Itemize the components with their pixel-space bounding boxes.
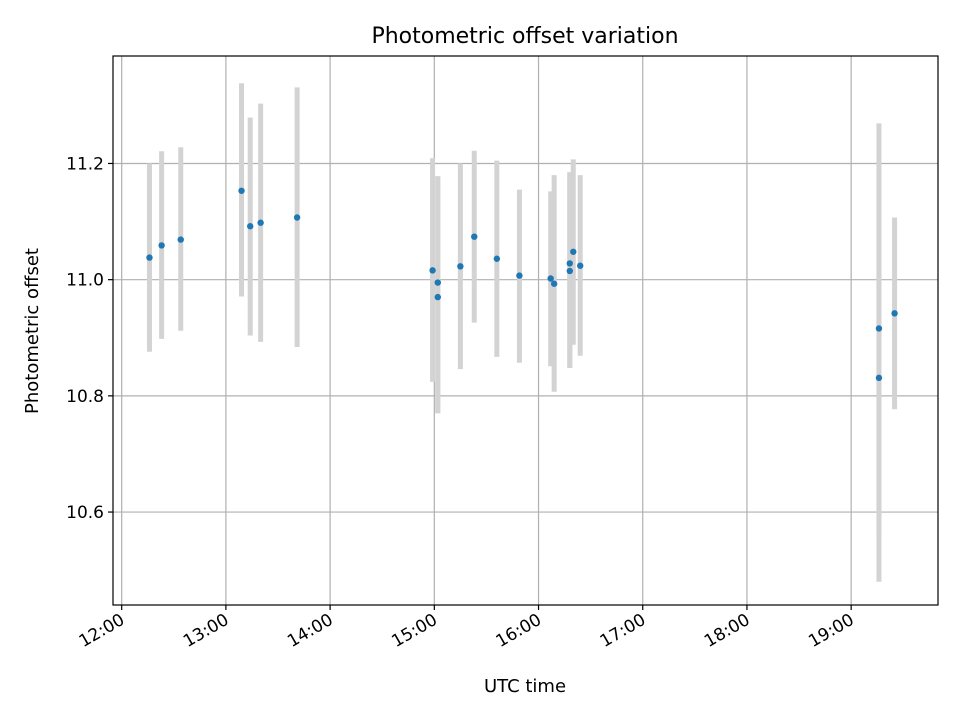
data-point [429,267,436,274]
data-point [566,267,573,275]
y-tick-label: 10.6 [66,503,104,523]
data-point [516,272,523,279]
data-point [434,293,441,301]
data-point [875,325,883,332]
data-points [146,187,898,382]
data-point [434,279,441,286]
data-point [547,275,554,282]
data-point [875,374,883,382]
plot-frame [112,55,939,606]
data-point [293,214,301,221]
data-point [146,254,153,261]
data-point [177,236,184,243]
y-tick-label: 11.2 [66,154,104,174]
data-point [471,233,478,240]
y-axis-ticks: 10.6 10.8 11.0 11.2 [66,154,113,523]
data-point [566,260,573,267]
data-point [493,255,501,262]
chart-title: Photometric offset variation [371,24,678,49]
data-point [550,280,558,287]
y-tick-label: 11.0 [66,271,104,291]
data-point [247,223,254,230]
data-point [577,262,584,269]
x-axis-label: UTC time [484,676,566,697]
data-point [257,219,264,226]
data-point [891,310,898,317]
data-point [457,263,464,270]
y-tick-label: 10.8 [66,387,104,407]
data-point [238,187,245,194]
data-point [570,248,577,255]
y-axis-label: Photometric offset [22,248,43,414]
data-point [158,242,165,249]
